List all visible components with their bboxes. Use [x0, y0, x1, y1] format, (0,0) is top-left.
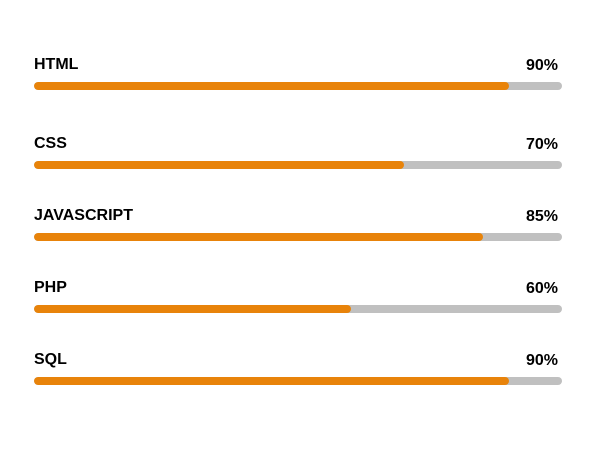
progress-track: [34, 233, 562, 241]
skill-label: PHP: [34, 279, 67, 296]
skill-percentage: 90%: [525, 352, 558, 369]
skill-html: HTML 90%: [34, 56, 562, 90]
skill-label: SQL: [34, 351, 67, 368]
progress-track: [34, 161, 562, 169]
skill-php: PHP 60%: [34, 279, 562, 313]
progress-fill: [34, 233, 483, 241]
progress-track: [34, 305, 562, 313]
skill-label: HTML: [34, 56, 79, 73]
skill-label: JAVASCRIPT: [34, 207, 133, 224]
progress-fill: [34, 377, 510, 385]
skill-javascript: JAVASCRIPT 85%: [34, 207, 562, 241]
skill-sql: SQL 90%: [34, 351, 562, 385]
skill-percentage: 85%: [525, 208, 558, 225]
skill-percentage: 60%: [525, 280, 558, 297]
progress-track: [34, 377, 562, 385]
skill-label: CSS: [34, 135, 67, 152]
skill-percentage: 70%: [525, 136, 558, 153]
skill-percentage: 90%: [525, 57, 558, 74]
skill-css: CSS 70%: [34, 135, 562, 169]
progress-fill: [34, 82, 510, 90]
progress-fill: [34, 161, 404, 169]
progress-fill: [34, 305, 351, 313]
progress-track: [34, 82, 562, 90]
